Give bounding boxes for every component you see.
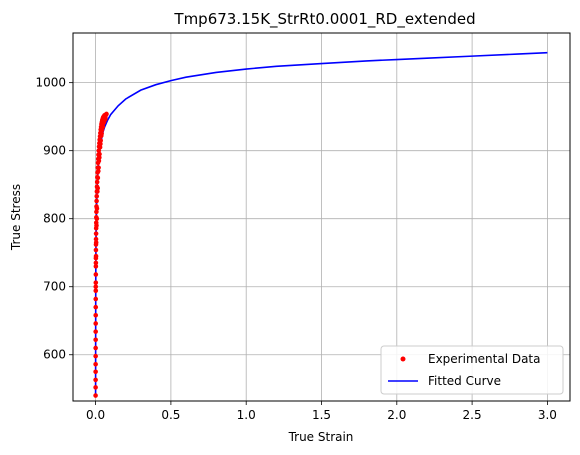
experimental-data-point xyxy=(93,337,98,343)
experimental-data-point xyxy=(94,216,100,221)
x-tick-label: 2.0 xyxy=(387,408,406,422)
experimental-data-point xyxy=(93,247,99,253)
x-tick-label: 1.0 xyxy=(237,408,256,422)
experimental-data-point xyxy=(93,321,98,326)
experimental-data-point xyxy=(93,377,98,383)
y-tick-label: 700 xyxy=(43,280,66,294)
experimental-data-point xyxy=(93,260,99,266)
x-tick-label: 1.5 xyxy=(312,408,331,422)
experimental-data-point xyxy=(96,168,101,174)
experimental-data-point xyxy=(95,185,100,191)
experimental-data-point xyxy=(97,144,103,150)
experimental-points-layer xyxy=(93,111,109,398)
experimental-data-point xyxy=(93,272,99,277)
experimental-data-point xyxy=(93,361,98,367)
experimental-data-point xyxy=(93,288,99,294)
experimental-data-point xyxy=(94,198,99,204)
y-tick-label: 900 xyxy=(43,144,66,158)
experimental-data-point xyxy=(94,179,100,185)
legend: Experimental Data Fitted Curve xyxy=(380,345,564,395)
experimental-data-point xyxy=(93,253,99,259)
experimental-data-point xyxy=(93,353,98,359)
experimental-data-point xyxy=(93,264,99,269)
experimental-data-point xyxy=(93,280,99,285)
experimental-data-point xyxy=(94,223,99,228)
experimental-data-point xyxy=(93,393,98,398)
experimental-data-point xyxy=(100,124,106,130)
experimental-data-point xyxy=(102,117,108,122)
experimental-data-point xyxy=(98,141,103,147)
ticks: 0.0 0.5 1.0 1.5 2.0 2.5 3.0 600 700 800 900 1000 xyxy=(35,76,557,422)
experimental-data-point xyxy=(96,158,102,164)
chart-title: Tmp673.15K_StrRt0.0001_RD_extended xyxy=(173,10,475,29)
legend-experimental-marker xyxy=(400,356,406,362)
x-tick-label: 3.0 xyxy=(538,408,557,422)
experimental-data-point xyxy=(98,138,104,143)
experimental-data-point xyxy=(93,296,99,302)
y-tick-label: 600 xyxy=(43,348,66,362)
x-tick-label: 0.5 xyxy=(161,408,180,422)
experimental-data-point xyxy=(93,284,99,290)
experimental-data-point xyxy=(94,193,100,199)
legend-box xyxy=(380,345,564,395)
y-axis-label: True Stress xyxy=(9,184,23,251)
y-tick-label: 800 xyxy=(43,212,66,226)
experimental-data-point xyxy=(99,131,104,136)
experimental-data-point xyxy=(93,312,99,318)
x-axis-label: True Strain xyxy=(288,430,354,444)
experimental-data-point xyxy=(94,209,99,215)
legend-experimental-label: Experimental Data xyxy=(428,352,541,366)
experimental-data-point xyxy=(97,155,102,160)
x-tick-label: 2.5 xyxy=(463,408,482,422)
y-tick-label: 1000 xyxy=(35,76,66,90)
grid xyxy=(73,33,570,401)
experimental-data-point xyxy=(94,206,100,211)
experimental-data-point xyxy=(93,240,99,245)
experimental-data-point xyxy=(93,231,99,236)
experimental-data-point xyxy=(93,385,98,390)
experimental-data-point xyxy=(97,151,102,157)
experimental-data-point xyxy=(93,369,98,375)
x-tick-label: 0.0 xyxy=(86,408,105,422)
legend-fitted-label: Fitted Curve xyxy=(428,374,501,388)
experimental-data-point xyxy=(95,189,100,194)
experimental-data-point xyxy=(93,329,98,334)
experimental-data-point xyxy=(93,236,99,242)
experimental-data-point xyxy=(96,165,101,170)
experimental-data-point xyxy=(93,345,98,351)
experimental-data-point xyxy=(95,175,101,181)
experimental-data-point xyxy=(93,304,99,310)
